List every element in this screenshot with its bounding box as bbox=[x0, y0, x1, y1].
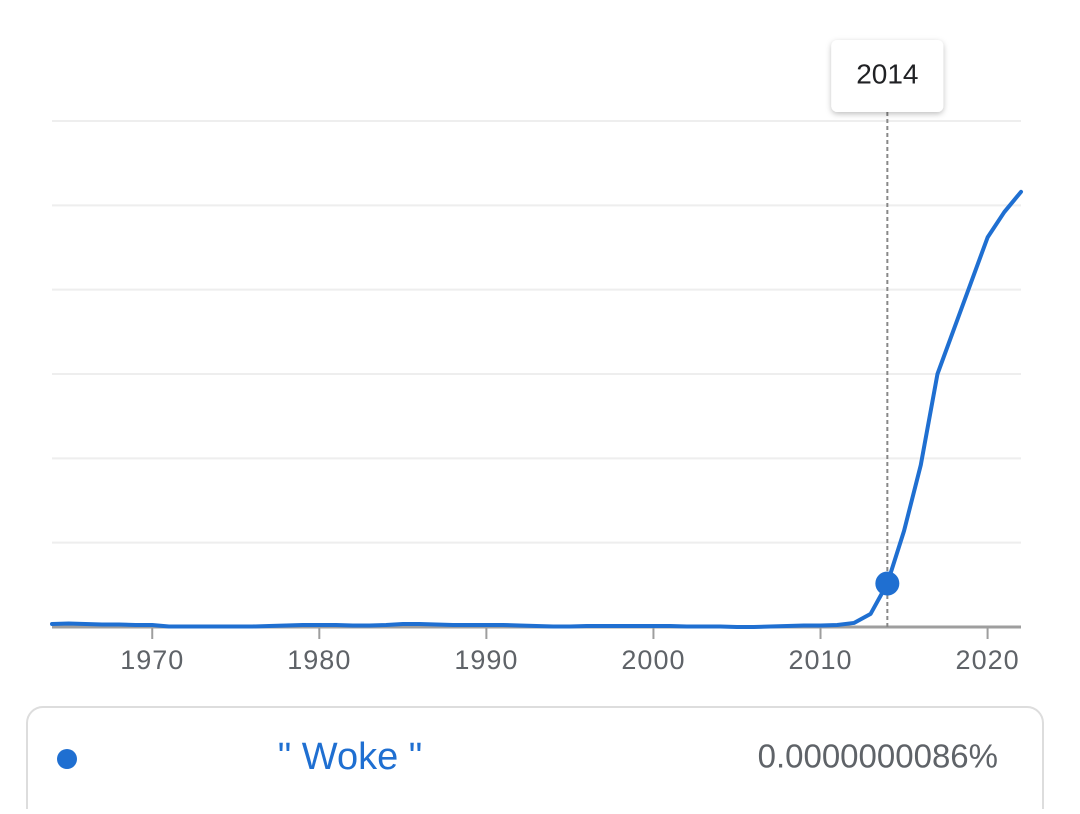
legend-box bbox=[26, 706, 1044, 814]
x-tick-label: 1970 bbox=[120, 645, 184, 675]
legend-marker bbox=[57, 749, 77, 769]
legend-label: " Woke " bbox=[278, 736, 423, 778]
x-tick-label: 1990 bbox=[454, 645, 518, 675]
x-tick-label: 1980 bbox=[287, 645, 351, 675]
series-line bbox=[50, 189, 1023, 629]
x-tick-label: 2020 bbox=[956, 645, 1020, 675]
tooltip-label: 2014 bbox=[856, 58, 918, 89]
plot bbox=[50, 112, 1023, 629]
legend-value: 0.0000000086% bbox=[758, 738, 998, 775]
grid: 1970 1980 1990 2000 2010 2020 bbox=[52, 120, 1021, 675]
x-tick-label: 2010 bbox=[788, 645, 852, 675]
x-tick-label: 2000 bbox=[621, 645, 685, 675]
hover-point bbox=[875, 571, 900, 596]
tooltip bbox=[831, 40, 944, 112]
